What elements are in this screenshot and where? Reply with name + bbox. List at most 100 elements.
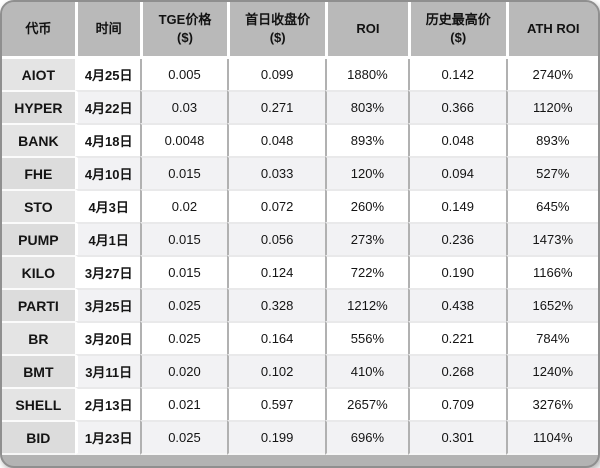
table-header: 代币 时间 TGE价格 ($) 首日收盘价 ($) ROI 历史最高价 ($) ATH ROI xyxy=(2,2,598,59)
column-header-4: ROI xyxy=(325,2,408,59)
value-cell: 0.099 xyxy=(227,59,325,90)
token-cell: STO xyxy=(2,189,75,222)
value-cell: 0.048 xyxy=(407,123,506,156)
value-cell: 1166% xyxy=(505,255,598,288)
value-cell: 893% xyxy=(505,123,598,156)
value-cell: 1120% xyxy=(505,90,598,123)
table-row-bank: BANK 4月18日 0.0048 0.048 893% 0.048 893% xyxy=(2,123,598,156)
value-cell: 803% xyxy=(325,90,408,123)
token-cell: AIOT xyxy=(2,59,75,90)
value-cell: 0.025 xyxy=(139,321,228,354)
date-cell: 3月11日 xyxy=(74,354,140,387)
column-header-1: 时间 xyxy=(74,2,140,59)
value-cell: 0.271 xyxy=(227,90,325,123)
column-header-label: 时间 xyxy=(95,21,122,37)
value-cell: 556% xyxy=(325,321,408,354)
table-row-sto: STO 4月3日 0.02 0.072 260% 0.149 645% xyxy=(2,189,598,222)
table-row-bmt: BMT 3月11日 0.020 0.102 410% 0.268 1240% xyxy=(2,354,598,387)
value-cell: 0.190 xyxy=(407,255,506,288)
column-header-label: 历史最高价 xyxy=(425,12,491,28)
value-cell: 260% xyxy=(325,189,408,222)
token-cell: KILO xyxy=(2,255,75,288)
value-cell: 0.0048 xyxy=(139,123,228,156)
column-header-label: ATH ROI xyxy=(527,21,580,37)
value-cell: 0.056 xyxy=(227,222,325,255)
value-cell: 0.025 xyxy=(139,420,228,455)
column-header-label: TGE价格 xyxy=(158,12,212,28)
value-cell: 2657% xyxy=(325,387,408,420)
table-row-shell: SHELL 2月13日 0.021 0.597 2657% 0.709 3276% xyxy=(2,387,598,420)
table-row-parti: PARTI 3月25日 0.025 0.328 1212% 0.438 1652% xyxy=(2,288,598,321)
table-row-br: BR 3月20日 0.025 0.164 556% 0.221 784% xyxy=(2,321,598,354)
value-cell: 527% xyxy=(505,156,598,189)
value-cell: 0.164 xyxy=(227,321,325,354)
value-cell: 410% xyxy=(325,354,408,387)
value-cell: 0.072 xyxy=(227,189,325,222)
value-cell: 0.142 xyxy=(407,59,506,90)
date-cell: 3月27日 xyxy=(74,255,140,288)
token-cell: BANK xyxy=(2,123,75,156)
column-header-6: ATH ROI xyxy=(505,2,598,59)
value-cell: 0.02 xyxy=(139,189,228,222)
date-cell: 3月25日 xyxy=(74,288,140,321)
token-cell: BR xyxy=(2,321,75,354)
value-cell: 0.328 xyxy=(227,288,325,321)
column-header-label: ROI xyxy=(356,21,380,37)
value-cell: 1212% xyxy=(325,288,408,321)
date-cell: 2月13日 xyxy=(74,387,140,420)
date-cell: 4月10日 xyxy=(74,156,140,189)
token-cell: SHELL xyxy=(2,387,75,420)
column-header-3: 首日收盘价 ($) xyxy=(227,2,325,59)
value-cell: 0.048 xyxy=(227,123,325,156)
token-cell: BID xyxy=(2,420,75,455)
column-header-label: 首日收盘价 xyxy=(245,12,311,28)
value-cell: 1240% xyxy=(505,354,598,387)
value-cell: 0.102 xyxy=(227,354,325,387)
value-cell: 0.025 xyxy=(139,288,228,321)
column-header-unit: ($) xyxy=(450,30,467,45)
date-cell: 4月3日 xyxy=(74,189,140,222)
column-header-unit: ($) xyxy=(269,30,286,45)
value-cell: 0.268 xyxy=(407,354,506,387)
value-cell: 0.199 xyxy=(227,420,325,455)
date-cell: 4月1日 xyxy=(74,222,140,255)
value-cell: 0.366 xyxy=(407,90,506,123)
value-cell: 0.021 xyxy=(139,387,228,420)
value-cell: 0.438 xyxy=(407,288,506,321)
token-cell: FHE xyxy=(2,156,75,189)
token-roi-table: 代币 时间 TGE价格 ($) 首日收盘价 ($) ROI 历史最高价 ($) ATH ROI A… xyxy=(2,2,598,455)
value-cell: 2740% xyxy=(505,59,598,90)
value-cell: 0.015 xyxy=(139,222,228,255)
value-cell: 120% xyxy=(325,156,408,189)
header-row: 代币 时间 TGE价格 ($) 首日收盘价 ($) ROI 历史最高价 ($) ATH ROI xyxy=(2,2,598,59)
table-body: AIOT 4月25日 0.005 0.099 1880% 0.142 2740% HYPER 4… xyxy=(2,59,598,455)
token-cell: BMT xyxy=(2,354,75,387)
table-row-aiot: AIOT 4月25日 0.005 0.099 1880% 0.142 2740% xyxy=(2,59,598,90)
value-cell: 0.094 xyxy=(407,156,506,189)
value-cell: 1473% xyxy=(505,222,598,255)
column-header-label: 代币 xyxy=(25,21,52,37)
value-cell: 0.236 xyxy=(407,222,506,255)
token-cell: PARTI xyxy=(2,288,75,321)
value-cell: 0.597 xyxy=(227,387,325,420)
date-cell: 4月22日 xyxy=(74,90,140,123)
value-cell: 0.015 xyxy=(139,156,228,189)
value-cell: 0.020 xyxy=(139,354,228,387)
date-cell: 3月20日 xyxy=(74,321,140,354)
value-cell: 0.221 xyxy=(407,321,506,354)
date-cell: 1月23日 xyxy=(74,420,140,455)
value-cell: 645% xyxy=(505,189,598,222)
value-cell: 0.149 xyxy=(407,189,506,222)
column-header-unit: ($) xyxy=(177,30,193,45)
token-cell: HYPER xyxy=(2,90,75,123)
value-cell: 696% xyxy=(325,420,408,455)
value-cell: 0.005 xyxy=(139,59,228,90)
value-cell: 3276% xyxy=(505,387,598,420)
table-row-hyper: HYPER 4月22日 0.03 0.271 803% 0.366 1120% xyxy=(2,90,598,123)
value-cell: 1104% xyxy=(505,420,598,455)
value-cell: 1652% xyxy=(505,288,598,321)
value-cell: 0.301 xyxy=(407,420,506,455)
table-row-fhe: FHE 4月10日 0.015 0.033 120% 0.094 527% xyxy=(2,156,598,189)
token-cell: PUMP xyxy=(2,222,75,255)
value-cell: 273% xyxy=(325,222,408,255)
